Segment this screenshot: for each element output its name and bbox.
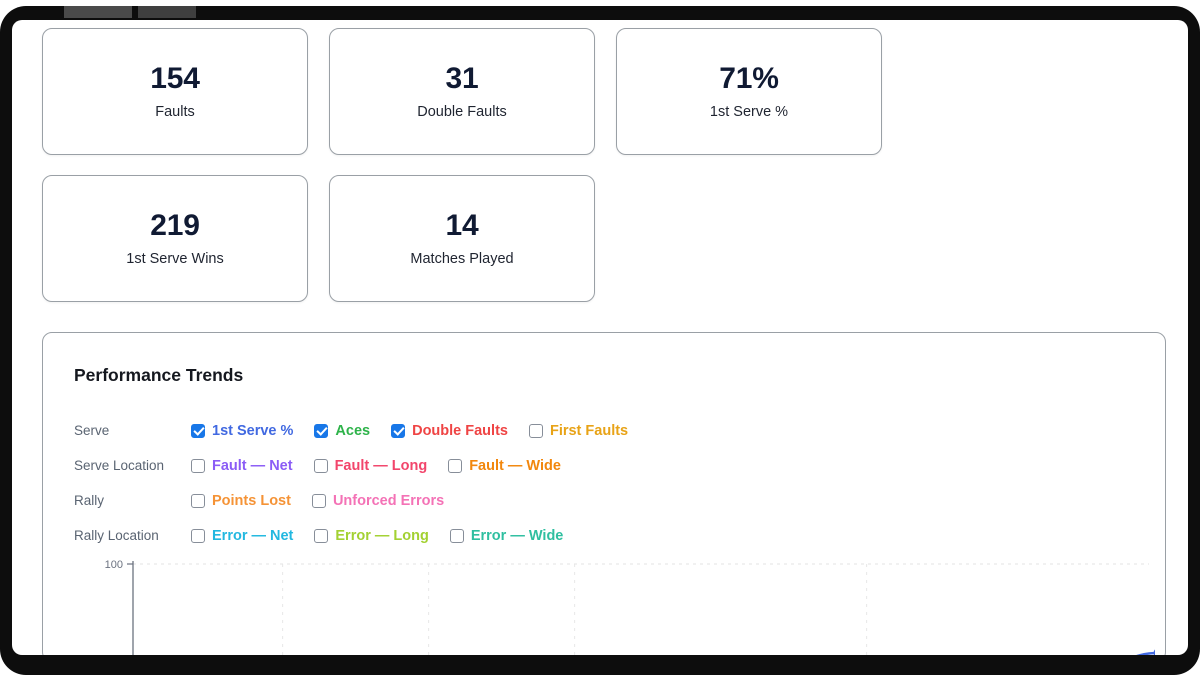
stat-value: 154 [150, 62, 200, 96]
filter-checkbox-item[interactable]: Error — Wide [449, 527, 564, 544]
checkbox-unchecked-icon[interactable] [191, 528, 205, 543]
filter-item-label: Fault — Long [334, 457, 428, 474]
stat-card: 71% 1st Serve % [616, 28, 882, 155]
filter-checkbox-item[interactable]: Fault — Long [313, 457, 428, 474]
stat-card: 31 Double Faults [329, 28, 595, 155]
page-title: Performance Trends [74, 365, 244, 385]
checkbox-unchecked-icon[interactable] [311, 493, 326, 508]
filter-checkbox-item[interactable]: Points Lost [191, 493, 291, 509]
app-viewport: 154 Faults 31 Double Faults 71% 1st Serve % 21… [12, 20, 1188, 655]
filter-checkbox-item[interactable]: Fault — Wide [448, 458, 561, 474]
filter-row-label: Rally Location [74, 528, 159, 543]
stat-card: 219 1st Serve Wins [42, 175, 308, 302]
filter-row-label: Serve Location [74, 458, 165, 473]
filter-row-label: Rally [74, 493, 105, 508]
stats-grid: 154 Faults 31 Double Faults 71% 1st Serve % 21… [42, 28, 1166, 302]
performance-trends-panel: Performance Trends Serve 1st Serve % Aces D… [42, 332, 1166, 655]
filter-options: Fault — Net Fault — Long Fault — Wide [191, 458, 582, 474]
checkbox-unchecked-icon[interactable] [313, 458, 328, 473]
stat-value: 71% [719, 62, 779, 96]
stat-value: 31 [445, 62, 479, 96]
filter-item-label: First Faults [549, 422, 629, 439]
filter-options: Error — Net Error — Long Error — Wide [191, 528, 584, 544]
filter-options: Points Lost Unforced Errors [191, 493, 465, 509]
filter-item-label: Aces [335, 422, 371, 439]
filter-checkbox-item[interactable]: Double Faults [391, 423, 508, 439]
checkbox-unchecked-icon[interactable] [448, 458, 463, 473]
stat-value: 14 [445, 209, 479, 243]
filter-item-label: Fault — Wide [469, 457, 561, 474]
chart-series-line [1136, 651, 1155, 655]
filter-item-label: Error — Wide [470, 527, 564, 544]
performance-trends-chart: 10075 [65, 555, 1155, 655]
filter-options: 1st Serve % Aces Double Faults First Faults [191, 423, 649, 439]
browser-tab-right[interactable] [138, 6, 196, 18]
stat-label: Double Faults [417, 103, 507, 120]
stat-label: 1st Serve % [709, 103, 789, 120]
checkbox-unchecked-icon[interactable] [449, 528, 464, 543]
filter-checkbox-item[interactable]: Error — Net [191, 528, 293, 544]
line-chart-svg: 10075 [105, 559, 1155, 655]
filter-row: Rally Location Error — Net Error — Long Err… [74, 518, 1134, 553]
filter-row: Serve Location Fault — Net Fault — Long Fau… [74, 448, 1134, 483]
stat-label: Faults [155, 103, 195, 120]
checkbox-unchecked-icon[interactable] [191, 458, 205, 473]
stat-card: 14 Matches Played [329, 175, 595, 302]
filter-checkbox-item[interactable]: Fault — Net [191, 458, 293, 474]
filter-item-label: Error — Long [335, 527, 429, 544]
checkbox-unchecked-icon[interactable] [191, 493, 205, 508]
browser-tab-left[interactable] [64, 6, 132, 18]
filter-item-label: 1st Serve % [212, 422, 294, 439]
filter-row: Rally Points Lost Unforced Errors [74, 483, 1134, 518]
filter-checkbox-item[interactable]: Error — Long [314, 527, 429, 544]
filter-item-label: Fault — Net [212, 457, 293, 474]
stat-value: 219 [150, 209, 200, 243]
filter-item-label: Error — Net [212, 527, 294, 544]
filter-checkbox-item[interactable]: Aces [314, 423, 370, 439]
checkbox-unchecked-icon[interactable] [528, 423, 543, 438]
checkbox-checked-icon[interactable] [191, 423, 205, 438]
metric-filter-rows: Serve 1st Serve % Aces Double Faults First F… [74, 413, 1134, 553]
stat-label: 1st Serve Wins [126, 250, 224, 267]
filter-item-label: Unforced Errors [332, 492, 445, 509]
filter-item-label: Double Faults [412, 422, 508, 439]
checkbox-checked-icon[interactable] [391, 423, 406, 438]
filter-row-label: Serve [74, 423, 110, 438]
stat-card: 154 Faults [42, 28, 308, 155]
stat-label: Matches Played [410, 250, 514, 267]
filter-checkbox-item[interactable]: 1st Serve % [191, 423, 293, 439]
chart-y-tick-label: 100 [105, 559, 123, 571]
filter-item-label: Points Lost [212, 492, 291, 509]
filter-checkbox-item[interactable]: First Faults [528, 422, 629, 439]
checkbox-unchecked-icon[interactable] [314, 528, 329, 543]
filter-checkbox-item[interactable]: Unforced Errors [311, 492, 445, 509]
filter-row: Serve 1st Serve % Aces Double Faults First F… [74, 413, 1134, 448]
checkbox-checked-icon[interactable] [314, 423, 329, 438]
